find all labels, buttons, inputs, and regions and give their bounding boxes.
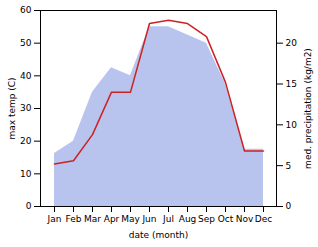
- svg-text:May: May: [121, 214, 140, 224]
- svg-text:med. precipitation (kg/m2): med. precipitation (kg/m2): [303, 48, 313, 169]
- svg-text:Oct: Oct: [218, 214, 234, 224]
- svg-text:Mar: Mar: [84, 214, 101, 224]
- svg-text:Jun: Jun: [141, 214, 156, 224]
- svg-text:10: 10: [20, 169, 32, 179]
- svg-text:Nov: Nov: [236, 214, 254, 224]
- svg-text:30: 30: [20, 103, 32, 113]
- svg-text:Aug: Aug: [179, 214, 197, 224]
- svg-text:Jan: Jan: [47, 214, 62, 224]
- svg-text:60: 60: [20, 5, 32, 15]
- svg-text:15: 15: [286, 79, 297, 89]
- svg-text:Feb: Feb: [66, 214, 82, 224]
- svg-text:Jul: Jul: [162, 214, 174, 224]
- svg-text:40: 40: [20, 71, 32, 81]
- svg-text:date (month): date (month): [129, 230, 188, 240]
- svg-text:max temp (C): max temp (C): [7, 77, 17, 139]
- svg-text:50: 50: [20, 38, 32, 48]
- svg-text:Dec: Dec: [255, 214, 272, 224]
- svg-text:10: 10: [286, 120, 298, 130]
- svg-text:0: 0: [286, 201, 292, 211]
- svg-text:20: 20: [20, 136, 32, 146]
- svg-text:5: 5: [286, 161, 292, 171]
- svg-text:20: 20: [286, 38, 298, 48]
- svg-text:0: 0: [26, 201, 32, 211]
- svg-text:Sep: Sep: [198, 214, 215, 224]
- svg-text:Apr: Apr: [104, 214, 120, 224]
